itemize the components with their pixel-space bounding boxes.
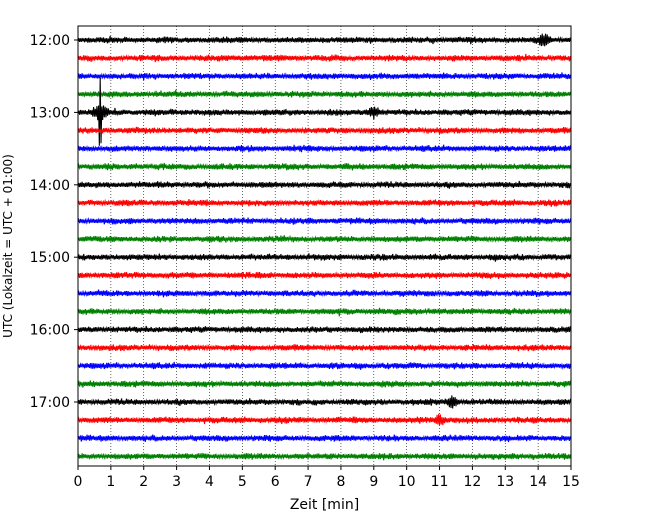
x-tick-label: 2 (139, 474, 148, 490)
x-axis-label: Zeit [min] (290, 497, 359, 513)
trace-1615 (77, 343, 572, 352)
trace-1345 (77, 162, 572, 171)
x-tick-label: 15 (562, 474, 580, 490)
trace-1445 (77, 235, 572, 244)
trace-1715 (77, 413, 572, 426)
trace-1500 (77, 253, 572, 262)
trace-1215 (77, 53, 572, 63)
x-tick-label: 4 (205, 474, 214, 490)
trace-1230 (77, 72, 572, 81)
trace-1200 (77, 33, 572, 47)
x-axis-ticks: 0 1 2 3 4 5 6 7 8 9 10 11 12 13 14 15 (74, 466, 580, 490)
x-tick-label: 5 (238, 474, 247, 490)
trace-1330 (77, 144, 572, 153)
x-tick-label: 9 (369, 474, 378, 490)
x-tick-label: 11 (431, 474, 449, 490)
x-tick-label: 10 (398, 474, 416, 490)
trace-1730 (77, 434, 572, 443)
trace-1300 (77, 77, 572, 146)
x-tick-label: 7 (304, 474, 313, 490)
trace-1415 (77, 198, 572, 207)
trace-1700 (77, 395, 572, 409)
y-axis-label: UTC (Lokalzeit = UTC + 01:00) (1, 154, 15, 338)
trace-1745 (77, 452, 572, 461)
x-tick-label: 13 (496, 474, 514, 490)
trace-1515 (77, 271, 572, 280)
trace-1545 (77, 307, 572, 317)
trace-1315 (77, 126, 572, 135)
y-tick-label: 12:00 (30, 33, 70, 49)
x-tick-label: 12 (463, 474, 481, 490)
x-tick-label: 6 (271, 474, 280, 490)
trace-1430 (77, 216, 572, 225)
trace-1400 (77, 180, 572, 189)
trace-1600 (77, 325, 572, 334)
trace-1530 (77, 289, 572, 298)
y-axis-ticks: 12:00 13:00 14:00 15:00 16:00 17:00 (30, 33, 78, 411)
plot-frame (77, 25, 572, 467)
traces-group (77, 33, 572, 461)
y-tick-label: 14:00 (30, 178, 70, 194)
x-tick-label: 14 (529, 474, 547, 490)
y-tick-label: 15:00 (30, 250, 70, 266)
x-tick-label: 8 (336, 474, 345, 490)
trace-1645 (77, 379, 572, 388)
grid-lines (110, 26, 539, 466)
trace-1245 (77, 89, 572, 99)
trace-1630 (77, 361, 572, 370)
y-tick-label: 17:00 (30, 395, 70, 411)
y-tick-label: 16:00 (30, 323, 70, 339)
y-tick-label: 13:00 (30, 105, 70, 121)
x-tick-label: 3 (172, 474, 181, 490)
x-tick-label: 0 (74, 474, 83, 490)
x-tick-label: 1 (106, 474, 115, 490)
